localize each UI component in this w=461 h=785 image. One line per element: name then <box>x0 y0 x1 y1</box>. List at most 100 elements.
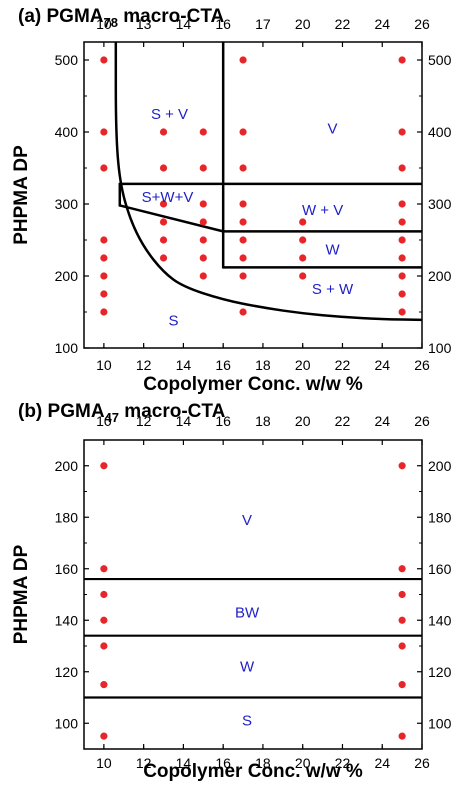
x-axis-label: Copolymer Conc. w/w % <box>143 761 363 782</box>
data-point <box>398 642 406 650</box>
plot-frame <box>83 439 423 750</box>
data-point <box>398 732 406 740</box>
data-point <box>299 272 307 280</box>
plot-frame <box>83 41 423 349</box>
region-label: W + V <box>302 202 343 219</box>
y-tick-label: 140 <box>55 612 79 628</box>
top-x-tick-label: 13 <box>136 16 152 32</box>
data-point <box>199 164 207 172</box>
data-point <box>398 290 406 298</box>
phase-boundary-curve <box>114 42 422 322</box>
y-tick-label: 200 <box>55 268 79 284</box>
y-tick-label: 100 <box>55 340 79 356</box>
data-point <box>100 272 108 280</box>
data-point <box>398 681 406 689</box>
data-point <box>100 164 108 172</box>
region-label: V <box>242 512 252 529</box>
right-y-tick-label: 200 <box>428 268 452 284</box>
data-point <box>398 200 406 208</box>
data-point <box>199 236 207 244</box>
y-tick-label: 160 <box>55 561 79 577</box>
data-point <box>159 254 168 262</box>
y-axis-label: PHPMA DP <box>11 544 32 644</box>
top-x-tick-label: 12 <box>136 413 152 429</box>
data-point <box>100 236 108 244</box>
top-x-tick-label: 20 <box>295 16 311 32</box>
right-y-tick-label: 100 <box>428 715 452 731</box>
data-point <box>100 565 108 573</box>
data-point <box>398 236 406 244</box>
x-tick-label: 10 <box>96 755 112 771</box>
y-tick-label: 300 <box>55 196 79 212</box>
data-point <box>199 254 207 262</box>
top-x-tick-label: 10 <box>96 413 112 429</box>
region-label: S + V <box>151 106 188 123</box>
top-x-tick-label: 10 <box>96 16 112 32</box>
data-point <box>299 236 307 244</box>
chart-title-main: (a) PGMA <box>18 6 104 27</box>
right-y-tick-label: 180 <box>428 509 452 525</box>
data-point <box>398 590 406 599</box>
right-y-tick-label: 300 <box>428 196 452 212</box>
data-point <box>299 254 307 262</box>
data-point <box>159 218 168 226</box>
data-point <box>299 218 307 226</box>
x-tick-label: 16 <box>215 755 231 771</box>
top-x-tick-label: 22 <box>335 16 351 32</box>
region-label: S <box>242 713 252 730</box>
data-point <box>100 732 108 740</box>
region-label: W <box>325 241 340 258</box>
data-point <box>398 462 406 470</box>
data-point <box>239 128 247 136</box>
data-point <box>239 308 247 316</box>
data-point <box>398 254 406 262</box>
x-axis-label: Copolymer Conc. w/w % <box>143 374 363 395</box>
y-tick-label: 180 <box>55 509 79 525</box>
x-tick-label: 14 <box>176 357 192 373</box>
data-point <box>100 616 108 624</box>
data-point <box>398 128 406 136</box>
data-point <box>100 642 108 650</box>
region-label: W <box>240 659 255 676</box>
right-y-tick-label: 200 <box>428 458 452 474</box>
region-label: S <box>168 313 178 330</box>
right-y-tick-label: 140 <box>428 612 452 628</box>
data-point <box>199 218 207 226</box>
top-x-tick-label: 22 <box>335 413 351 429</box>
right-y-tick-label: 160 <box>428 561 452 577</box>
plot-area: S + V V S+W+V W + V W S + W S <box>100 42 422 330</box>
right-y-tick-label: 120 <box>428 664 452 680</box>
top-x-tick-label: 24 <box>374 413 390 429</box>
top-x-tick-label: 16 <box>215 16 231 32</box>
chart-title: (b) PGMA47 macro-CTA <box>18 401 226 425</box>
data-point <box>398 616 406 624</box>
data-point <box>239 236 247 244</box>
right-y-tick-label: 500 <box>428 52 452 68</box>
x-tick-label: 18 <box>255 755 271 771</box>
right-y-tick-label: 400 <box>428 124 452 140</box>
top-x-tick-label: 20 <box>295 413 311 429</box>
data-point <box>239 200 247 208</box>
x-tick-label: 26 <box>414 357 430 373</box>
chart-title-main: (b) PGMA <box>18 401 105 422</box>
top-x-tick-label: 18 <box>255 413 271 429</box>
x-tick-label: 24 <box>374 357 390 373</box>
x-tick-label: 24 <box>374 755 390 771</box>
data-point <box>159 164 168 172</box>
data-point <box>199 128 207 136</box>
x-tick-label: 18 <box>255 357 271 373</box>
data-point <box>398 218 406 226</box>
chart-title-subscript: 47 <box>105 410 119 425</box>
data-point <box>100 290 108 298</box>
x-tick-label: 12 <box>136 755 152 771</box>
right-y-tick-label: 100 <box>428 340 452 356</box>
region-label: S+W+V <box>142 189 194 206</box>
data-point <box>100 254 108 262</box>
top-x-tick-label: 16 <box>215 413 231 429</box>
data-point <box>100 462 108 470</box>
y-tick-label: 400 <box>55 124 79 140</box>
data-point <box>398 565 406 573</box>
data-point <box>398 272 406 280</box>
